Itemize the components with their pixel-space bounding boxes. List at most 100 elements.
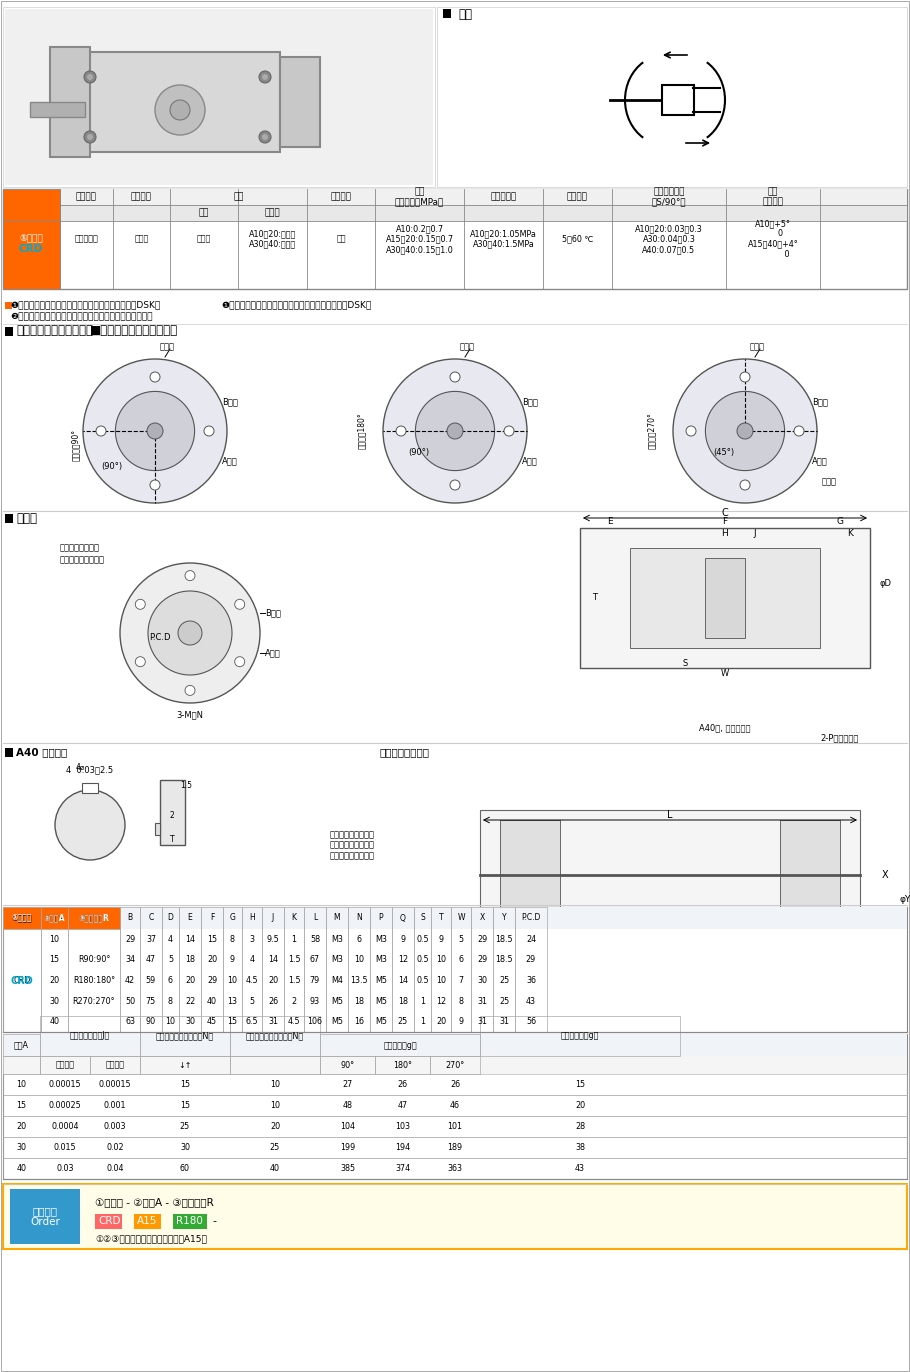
Text: 31: 31 — [477, 1017, 487, 1026]
Bar — [5, 514, 13, 523]
Bar — [230, 1056, 320, 1074]
Text: 1.5: 1.5 — [288, 955, 300, 965]
Text: 270°: 270° — [445, 1061, 465, 1070]
Bar — [500, 820, 560, 910]
Bar — [3, 189, 60, 289]
Text: 67: 67 — [310, 955, 320, 965]
Circle shape — [150, 480, 160, 490]
Text: R90:90°: R90:90° — [78, 955, 110, 965]
Circle shape — [116, 391, 195, 471]
Text: 订购案例
Order: 订购案例 Order — [30, 1206, 60, 1228]
Circle shape — [120, 563, 260, 702]
Text: 16: 16 — [354, 1017, 364, 1026]
Text: ①类型码: ①类型码 — [12, 914, 32, 922]
Bar — [3, 1184, 907, 1249]
Text: R270:270°: R270:270° — [73, 996, 116, 1006]
Text: 106: 106 — [308, 1017, 322, 1026]
Text: 26: 26 — [268, 996, 278, 1006]
Text: A10:0.2～0.7
A15～20:0.15～0.7
A30～40:0.15～1.0: A10:0.2～0.7 A15～20:0.15～0.7 A30～40:0.15～… — [386, 224, 453, 254]
Text: ①类型码: ①类型码 — [12, 914, 33, 922]
Text: A15: A15 — [137, 1216, 157, 1227]
Text: 29: 29 — [207, 975, 217, 985]
Text: 13.5: 13.5 — [350, 975, 368, 985]
Text: 符号: 符号 — [458, 7, 472, 21]
Text: 30: 30 — [185, 1017, 195, 1026]
Circle shape — [136, 600, 146, 609]
Text: ❶磁性开关需另行选购，建议选配的磁性开关型号为DSK。: ❶磁性开关需另行选购，建议选配的磁性开关型号为DSK。 — [221, 300, 371, 310]
Bar — [140, 907, 162, 1032]
Text: 外部安装时不能使用: 外部安装时不能使用 — [60, 556, 105, 564]
Bar — [471, 907, 493, 1032]
Text: 20: 20 — [270, 1122, 280, 1131]
Text: 12: 12 — [436, 996, 446, 1006]
Bar — [201, 907, 223, 1032]
Text: 空气: 空气 — [337, 235, 346, 243]
Text: 20: 20 — [185, 975, 195, 985]
Circle shape — [136, 657, 146, 667]
Bar — [284, 907, 304, 1032]
Text: 摆动范围270°: 摆动范围270° — [647, 413, 656, 450]
Text: Y: Y — [501, 914, 506, 922]
Bar — [3, 7, 435, 187]
Circle shape — [235, 600, 245, 609]
Text: 10: 10 — [270, 1080, 280, 1089]
Bar — [493, 907, 515, 1032]
Text: M3: M3 — [331, 955, 343, 965]
Text: K: K — [847, 528, 853, 538]
Text: 0.5: 0.5 — [416, 934, 429, 944]
Text: 374: 374 — [395, 1163, 410, 1173]
Circle shape — [504, 425, 514, 436]
Text: A通口: A通口 — [222, 456, 238, 465]
Text: 15: 15 — [49, 955, 59, 965]
Text: ③摆动角度R: ③摆动角度R — [78, 914, 109, 922]
Text: E: E — [187, 914, 192, 922]
Bar — [41, 907, 68, 929]
Text: 8: 8 — [168, 996, 173, 1006]
Bar — [162, 907, 179, 1032]
Text: 0.00015: 0.00015 — [98, 1080, 131, 1089]
Text: 27: 27 — [342, 1080, 353, 1089]
Text: 12: 12 — [398, 955, 408, 965]
Text: 50: 50 — [125, 996, 135, 1006]
Text: J: J — [272, 914, 274, 922]
Text: B通口: B通口 — [522, 397, 538, 406]
Text: A通口: A通口 — [265, 649, 281, 657]
Text: 90: 90 — [146, 1017, 156, 1026]
Text: 14: 14 — [185, 934, 195, 944]
Text: 20: 20 — [207, 955, 217, 965]
Bar — [262, 907, 284, 1032]
Text: 铣平部: 铣平部 — [160, 343, 175, 351]
Text: W: W — [721, 668, 729, 678]
Text: 63: 63 — [125, 1017, 135, 1026]
Bar — [5, 327, 13, 336]
Text: 15: 15 — [228, 1017, 238, 1026]
Bar — [630, 547, 820, 648]
Bar — [68, 907, 120, 1032]
Bar — [431, 907, 451, 1032]
Text: 25: 25 — [180, 1122, 190, 1131]
Text: A40时, 此处为键槽: A40时, 此处为键槽 — [699, 723, 751, 733]
Bar — [95, 1214, 122, 1229]
Text: A通口: A通口 — [812, 456, 828, 465]
Text: 6: 6 — [357, 934, 361, 944]
Circle shape — [55, 790, 125, 860]
Text: 9: 9 — [459, 1017, 463, 1026]
Bar — [134, 1214, 161, 1229]
Bar — [370, 907, 392, 1032]
Text: -: - — [212, 1216, 216, 1227]
Text: H: H — [249, 914, 255, 922]
Text: B通口: B通口 — [812, 397, 828, 406]
Text: 18.5: 18.5 — [495, 934, 513, 944]
Text: 0.04: 0.04 — [106, 1163, 124, 1173]
Bar — [3, 1095, 907, 1115]
Text: 30: 30 — [180, 1143, 190, 1152]
Circle shape — [450, 480, 460, 490]
Text: 有无磁环: 有无磁环 — [76, 192, 97, 202]
Text: 10: 10 — [436, 975, 446, 985]
Text: 40: 40 — [16, 1163, 26, 1173]
Text: 摆动范围90°: 摆动范围90° — [71, 429, 80, 461]
Text: 气缸摆动范围（长轴侧）: 气缸摆动范围（长轴侧） — [16, 325, 93, 338]
Bar — [3, 1034, 40, 1056]
Bar — [3, 1034, 907, 1056]
Text: M5: M5 — [331, 1017, 343, 1026]
